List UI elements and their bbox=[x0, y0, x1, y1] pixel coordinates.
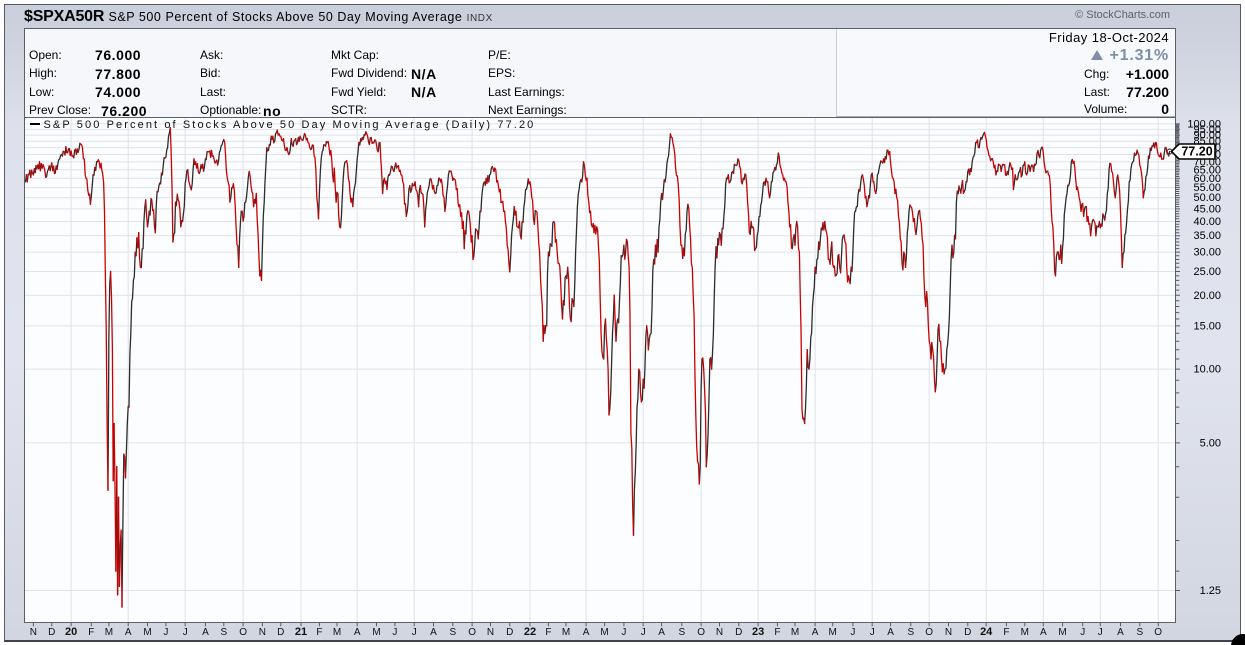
svg-text:S: S bbox=[907, 627, 914, 638]
svg-text:J: J bbox=[183, 627, 188, 638]
svg-text:J: J bbox=[1080, 627, 1085, 638]
svg-text:21: 21 bbox=[295, 626, 307, 638]
svg-text:N: N bbox=[716, 627, 723, 638]
svg-text:A: A bbox=[202, 627, 209, 638]
svg-text:D: D bbox=[277, 627, 284, 638]
svg-text:S: S bbox=[449, 627, 456, 638]
svg-text:24: 24 bbox=[980, 626, 993, 638]
svg-text:A: A bbox=[354, 627, 361, 638]
svg-text:A: A bbox=[812, 627, 819, 638]
svg-text:J: J bbox=[850, 627, 855, 638]
svg-text:F: F bbox=[545, 627, 551, 638]
svg-text:50.00: 50.00 bbox=[1193, 192, 1221, 204]
svg-text:F: F bbox=[774, 627, 780, 638]
svg-text:30.00: 30.00 bbox=[1193, 247, 1221, 259]
svg-text:15.00: 15.00 bbox=[1193, 320, 1221, 332]
svg-text:F: F bbox=[1003, 627, 1009, 638]
svg-text:25.00: 25.00 bbox=[1193, 266, 1221, 278]
svg-text:N: N bbox=[487, 627, 494, 638]
svg-text:77.20: 77.20 bbox=[1181, 145, 1212, 159]
svg-text:M: M bbox=[372, 627, 380, 638]
svg-text:O: O bbox=[925, 627, 933, 638]
svg-text:M: M bbox=[105, 627, 113, 638]
svg-text:O: O bbox=[697, 627, 705, 638]
svg-text:40.00: 40.00 bbox=[1193, 216, 1221, 228]
svg-text:45.00: 45.00 bbox=[1193, 203, 1221, 215]
svg-text:N: N bbox=[945, 627, 952, 638]
svg-text:A: A bbox=[887, 627, 894, 638]
svg-text:F: F bbox=[88, 627, 94, 638]
svg-text:D: D bbox=[48, 627, 55, 638]
svg-text:20.00: 20.00 bbox=[1193, 290, 1221, 302]
svg-text:O: O bbox=[239, 627, 247, 638]
svg-text:22: 22 bbox=[524, 626, 536, 638]
svg-text:J: J bbox=[392, 627, 397, 638]
svg-text:J: J bbox=[1098, 627, 1103, 638]
svg-text:M: M bbox=[1058, 627, 1066, 638]
svg-text:N: N bbox=[259, 627, 266, 638]
svg-text:F: F bbox=[316, 627, 322, 638]
svg-text:35.00: 35.00 bbox=[1193, 230, 1221, 242]
svg-text:S: S bbox=[1136, 627, 1143, 638]
svg-text:65.00: 65.00 bbox=[1193, 164, 1221, 176]
svg-text:A: A bbox=[430, 627, 437, 638]
svg-text:D: D bbox=[506, 627, 513, 638]
svg-text:D: D bbox=[735, 627, 742, 638]
svg-text:O: O bbox=[468, 627, 476, 638]
svg-text:55.00: 55.00 bbox=[1193, 182, 1221, 194]
svg-text:J: J bbox=[870, 627, 875, 638]
svg-text:J: J bbox=[163, 627, 168, 638]
svg-text:M: M bbox=[791, 627, 799, 638]
svg-text:M: M bbox=[600, 627, 608, 638]
svg-text:M: M bbox=[333, 627, 341, 638]
svg-text:10.00: 10.00 bbox=[1193, 364, 1221, 376]
svg-text:O: O bbox=[1154, 627, 1162, 638]
svg-text:5.00: 5.00 bbox=[1200, 437, 1221, 449]
svg-text:S: S bbox=[220, 627, 227, 638]
svg-text:1.25: 1.25 bbox=[1200, 585, 1221, 597]
svg-text:20: 20 bbox=[65, 626, 77, 638]
svg-text:A: A bbox=[1117, 627, 1124, 638]
svg-text:90.00: 90.00 bbox=[1193, 130, 1221, 142]
svg-text:S: S bbox=[678, 627, 685, 638]
svg-text:M: M bbox=[829, 627, 837, 638]
svg-text:95.00: 95.00 bbox=[1193, 124, 1221, 136]
svg-text:J: J bbox=[641, 627, 646, 638]
svg-text:J: J bbox=[412, 627, 417, 638]
svg-text:A: A bbox=[1040, 627, 1047, 638]
svg-text:60.00: 60.00 bbox=[1193, 173, 1221, 185]
svg-text:N: N bbox=[30, 627, 37, 638]
svg-text:A: A bbox=[583, 627, 590, 638]
svg-text:M: M bbox=[562, 627, 570, 638]
svg-text:D: D bbox=[964, 627, 971, 638]
svg-text:23: 23 bbox=[752, 626, 764, 638]
svg-text:A: A bbox=[658, 627, 665, 638]
svg-text:J: J bbox=[621, 627, 626, 638]
svg-text:100.00: 100.00 bbox=[1187, 118, 1221, 130]
svg-text:M: M bbox=[1021, 627, 1029, 638]
svg-text:A: A bbox=[125, 627, 132, 638]
svg-text:M: M bbox=[143, 627, 151, 638]
